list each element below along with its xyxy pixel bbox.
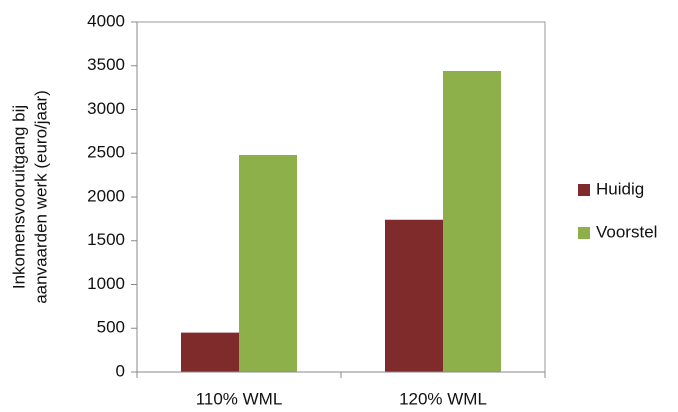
y-tick-label: 2500 [87,143,125,162]
y-axis-label: Inkomensvooruitgang bij [9,105,28,289]
y-tick-label: 1000 [87,274,125,293]
y-tick-label: 3000 [87,99,125,118]
legend-swatch [578,184,590,196]
legend-swatch [578,227,590,239]
bar [443,71,501,372]
y-tick-label: 1500 [87,230,125,249]
legend-label: Huidig [596,179,644,198]
bar [181,332,239,372]
bar [239,155,297,372]
y-tick-label: 500 [97,318,125,337]
x-tick-label: 110% WML [196,389,283,408]
y-tick-label: 2000 [87,186,125,205]
bar [385,219,443,372]
y-tick-label: 4000 [87,11,125,30]
y-tick-label: 0 [116,361,125,380]
y-axis-label: aanvaarden werk (euro/jaar) [31,90,50,304]
legend-label: Voorstel [596,222,657,241]
y-tick-label: 3500 [87,55,125,74]
x-tick-label: 120% WML [399,389,487,408]
